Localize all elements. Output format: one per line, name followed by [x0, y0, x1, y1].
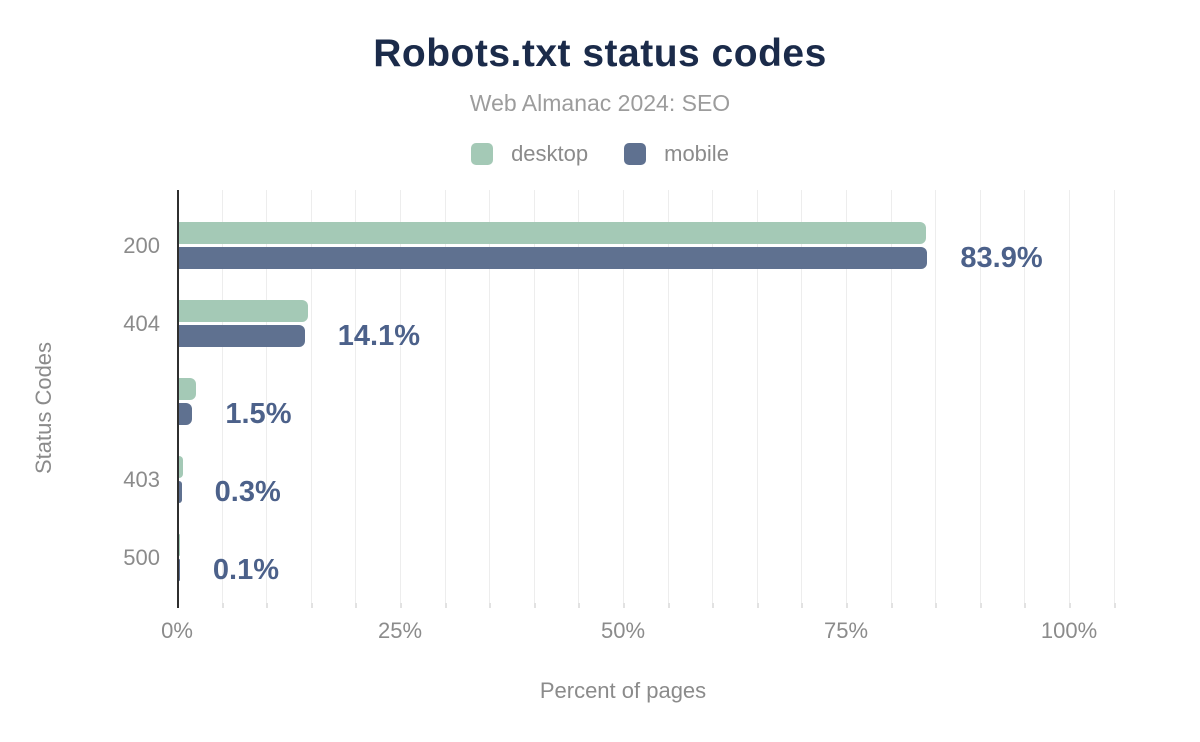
legend-label: mobile — [664, 141, 729, 166]
legend-swatch-desktop — [471, 143, 494, 165]
x-tick-mark — [1024, 603, 1027, 608]
x-tick-mark — [890, 603, 893, 608]
bar-mobile-403[interactable] — [179, 481, 182, 503]
x-tick-mark — [310, 603, 313, 608]
value-label: 14.1% — [337, 320, 420, 352]
gridline — [310, 190, 312, 605]
x-tick-mark — [533, 603, 536, 608]
x-tick-mark — [756, 603, 759, 608]
chart-subtitle: Web Almanac 2024: SEO — [469, 90, 731, 116]
x-tick-mark — [266, 603, 269, 608]
x-tick-mark — [846, 603, 848, 608]
x-tick-mark — [712, 603, 715, 608]
category-label: 500 — [123, 544, 160, 570]
x-tick-label: 25% — [377, 618, 423, 643]
gridline — [221, 190, 223, 605]
gridline — [1069, 190, 1070, 605]
gridline — [979, 190, 981, 605]
x-tick-mark — [935, 603, 938, 608]
x-tick-mark — [801, 603, 804, 608]
legend: desktop mobile — [0, 141, 1200, 167]
legend-swatch-mobile — [624, 143, 647, 165]
x-tick-label: 50% — [600, 618, 646, 643]
category-label: 404 — [123, 310, 160, 336]
value-label: 0.1% — [212, 554, 279, 586]
x-tick-label: 100% — [1040, 618, 1098, 643]
x-tick-mark — [444, 603, 447, 608]
x-tick-mark — [1069, 603, 1071, 608]
gridline — [935, 190, 937, 605]
x-tick-label: 0% — [161, 618, 193, 643]
value-label: 1.5% — [225, 398, 292, 430]
x-tick-mark — [400, 603, 402, 608]
y-axis-title: Status Codes — [31, 341, 56, 475]
x-tick-mark — [221, 603, 224, 608]
x-tick-mark — [355, 603, 358, 608]
gridline — [266, 190, 268, 605]
y-axis-line — [177, 190, 179, 608]
value-label: 0.3% — [214, 476, 281, 508]
gridline — [400, 190, 401, 605]
legend-label: desktop — [511, 141, 589, 166]
bar-mobile-500[interactable] — [179, 559, 180, 581]
category-label: 200 — [123, 232, 160, 258]
bar-desktop-404[interactable] — [179, 300, 309, 322]
gridline — [712, 190, 714, 605]
bar-desktop-200[interactable] — [179, 222, 926, 244]
gridline — [846, 190, 847, 605]
category-label: 403 — [123, 466, 160, 492]
gridline — [1113, 190, 1115, 605]
x-tick-mark — [623, 603, 625, 608]
gridline — [756, 190, 758, 605]
chart-title: Robots.txt status codes — [373, 32, 827, 75]
bar-mobile-200[interactable] — [179, 247, 928, 269]
gridline — [801, 190, 803, 605]
x-tick-mark — [489, 603, 492, 608]
gridline — [667, 190, 669, 605]
gridline — [533, 190, 535, 605]
legend-item-mobile[interactable]: mobile — [624, 141, 729, 167]
gridline — [489, 190, 491, 605]
x-tick-mark — [1113, 603, 1116, 608]
value-label: 83.9% — [960, 242, 1043, 274]
x-tick-mark — [667, 603, 670, 608]
x-tick-label: 75% — [823, 618, 869, 643]
gridline — [890, 190, 892, 605]
gridline — [444, 190, 446, 605]
bar-desktop-403[interactable] — [179, 456, 183, 478]
bar-mobile-row2[interactable] — [179, 403, 193, 425]
bar-desktop-row2[interactable] — [179, 378, 196, 400]
gridline — [623, 190, 624, 605]
x-tick-mark — [578, 603, 581, 608]
plot-area: 200 83.9% 404 14.1% 1.5% 403 0.3% 500 0.1% 0% 25% 5… — [123, 190, 1116, 643]
x-tick-mark — [979, 603, 982, 608]
bar-desktop-500[interactable] — [179, 534, 180, 556]
bar-mobile-404[interactable] — [179, 325, 305, 347]
x-axis-title: Percent of pages — [539, 678, 707, 703]
gridline — [355, 190, 357, 605]
legend-item-desktop[interactable]: desktop — [471, 141, 588, 167]
gridline — [1024, 190, 1026, 605]
gridline — [578, 190, 580, 605]
